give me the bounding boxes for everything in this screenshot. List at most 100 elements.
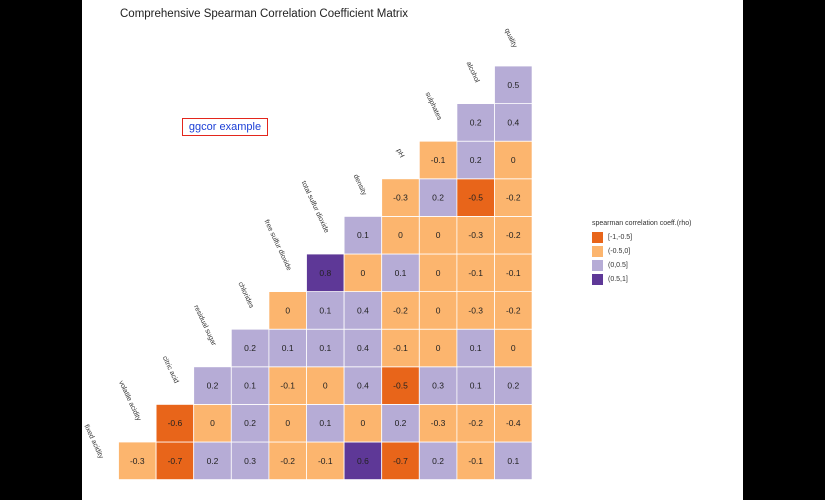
heatmap-cell [418, 215, 458, 255]
heatmap-cell [494, 215, 533, 255]
heatmap-cell [456, 253, 495, 292]
cell-value-label: 0.1 [319, 343, 331, 353]
heatmap-cell [193, 366, 232, 405]
cell-value-label: -0.3 [468, 305, 483, 315]
variable-label: density [352, 173, 368, 197]
heatmap-cell [268, 366, 307, 405]
heatmap-cell [306, 366, 345, 405]
cell-value-label: 0.2 [432, 193, 444, 203]
cell-value-label: -0.1 [318, 456, 333, 466]
heatmap-cell [343, 328, 383, 368]
variable-label: free sulfur dioxide [263, 219, 293, 272]
variable-label: chlorides [236, 281, 254, 310]
legend-swatch [592, 274, 603, 285]
legend-item: (0,0.5] [592, 259, 742, 272]
cell-value-label: 0.6 [357, 456, 369, 466]
heatmap-cell [456, 140, 495, 180]
cell-value-label: 0.1 [319, 418, 331, 428]
cell-value-label: 0.3 [432, 381, 444, 391]
correlation-heatmap: -0.3 -0.7 0.2 0.3 -0.2 -0.1 0.6 -0.7 0.2 -0.1 0.1 -… [82, 28, 533, 480]
heatmap-cell [456, 403, 495, 443]
heatmap-cell [268, 403, 307, 443]
cell-value-label: 0.1 [357, 230, 369, 240]
legend-item: (0.5,1] [592, 273, 742, 286]
legend-label: [-1,-0.5] [608, 234, 633, 241]
cell-value-label: 0.2 [207, 381, 219, 391]
legend-item: [-1,-0.5] [592, 231, 742, 244]
cell-value-label: 0.1 [395, 268, 407, 278]
heatmap-cell [343, 403, 383, 443]
heatmap-cell [230, 328, 270, 368]
heatmap-cell [456, 291, 495, 330]
variable-label: residual sugar [192, 304, 217, 347]
cell-value-label: -0.6 [168, 418, 183, 428]
heatmap-cell [230, 403, 270, 443]
cell-value-label: -0.7 [393, 456, 408, 466]
cell-value-label: 0.4 [357, 381, 369, 391]
legend-swatch [592, 246, 603, 257]
cell-value-label: 0 [398, 230, 403, 240]
heatmap-cell [230, 366, 270, 405]
cell-value-label: 0 [210, 418, 215, 428]
cell-value-label: -0.5 [393, 381, 408, 391]
variable-label: pH [395, 148, 405, 159]
heatmap-cell [418, 403, 458, 443]
cell-value-label: 0.4 [357, 343, 369, 353]
heatmap-cell [118, 441, 157, 480]
heatmap-cell [381, 403, 420, 443]
variable-label: quality [503, 28, 518, 50]
cell-value-label: 0.5 [507, 80, 519, 90]
cell-value-label: 0.4 [357, 305, 369, 315]
cell-value-label: 0.2 [432, 456, 444, 466]
cell-value-label: 0.2 [470, 155, 482, 165]
cell-value-label: 0.8 [319, 268, 331, 278]
cell-value-label: -0.1 [468, 456, 483, 466]
heatmap-cell [418, 178, 458, 217]
cell-value-label: 0.2 [244, 343, 256, 353]
legend-label: (0.5,1] [608, 276, 628, 283]
cell-value-label: -0.2 [280, 456, 295, 466]
cell-value-label: 0.1 [470, 343, 482, 353]
cell-value-label: 0.1 [470, 381, 482, 391]
heatmap-cell [381, 441, 420, 480]
cell-value-label: 0.2 [207, 456, 219, 466]
cell-value-label: -0.5 [468, 193, 483, 203]
heatmap-cell [418, 291, 458, 330]
heatmap-cell [494, 178, 533, 217]
cell-value-label: 0 [285, 305, 290, 315]
cell-value-label: -0.1 [431, 155, 446, 165]
cell-value-label: -0.1 [280, 381, 295, 391]
chart-title: Comprehensive Spearman Correlation Coeff… [120, 8, 409, 20]
heatmap-cell [381, 328, 420, 368]
cell-value-label: 0 [361, 418, 366, 428]
heatmap-cell [456, 215, 495, 255]
cell-value-label: 0 [436, 230, 441, 240]
legend: spearman correlation coeff.(rho) [-1,-0.… [592, 220, 742, 287]
legend-title: spearman correlation coeff.(rho) [592, 220, 692, 227]
heatmap-cell [193, 403, 232, 443]
heatmap-cell [456, 103, 495, 142]
cell-value-label: 0.2 [244, 418, 256, 428]
heatmap-cell [306, 403, 345, 443]
cell-value-label: 0.2 [395, 418, 407, 428]
cell-value-label: -0.1 [506, 268, 521, 278]
heatmap-cell [381, 253, 420, 292]
variable-label: alcohol [465, 61, 481, 84]
heatmap-cell [306, 291, 345, 330]
cell-value-label: -0.2 [506, 193, 521, 203]
cell-value-label: -0.2 [468, 418, 483, 428]
variable-label: sulphates [424, 91, 443, 122]
heatmap-cell [306, 253, 345, 292]
legend-swatch [592, 260, 603, 271]
cell-value-label: -0.7 [168, 456, 183, 466]
cell-value-label: 0 [361, 268, 366, 278]
cell-value-label: -0.4 [506, 418, 521, 428]
cell-value-label: -0.3 [130, 456, 145, 466]
legend-item: (-0.5,0] [592, 245, 742, 258]
cell-value-label: 0 [323, 381, 328, 391]
cell-value-label: -0.2 [506, 305, 521, 315]
cell-value-label: 0 [511, 343, 516, 353]
heatmap-cell [306, 328, 345, 368]
cell-value-label: 0.2 [507, 381, 519, 391]
heatmap-cell [494, 65, 533, 104]
